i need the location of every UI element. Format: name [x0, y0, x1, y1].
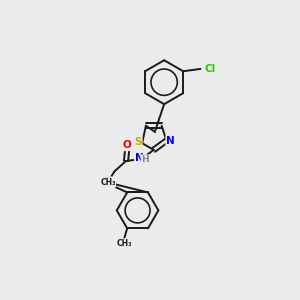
Text: S: S: [134, 137, 142, 147]
Text: N: N: [135, 153, 144, 163]
Text: O: O: [122, 140, 131, 150]
Text: O: O: [103, 177, 112, 187]
Text: CH₃: CH₃: [100, 178, 116, 187]
Text: H: H: [141, 155, 149, 164]
Text: CH₃: CH₃: [117, 239, 132, 248]
Text: Cl: Cl: [205, 64, 216, 74]
Text: N: N: [166, 136, 175, 146]
